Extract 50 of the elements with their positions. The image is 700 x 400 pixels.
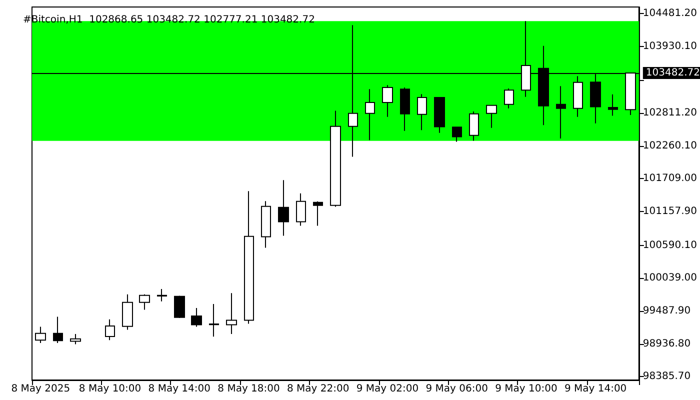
x-tick-label: 8 May 14:00 <box>148 384 211 394</box>
y-tick-label: 101157.90 <box>642 206 697 217</box>
y-tick-label: 98936.80 <box>642 338 691 350</box>
candlestick <box>191 308 202 328</box>
x-tick-label: 9 May 06:00 <box>426 384 488 394</box>
candlestick <box>261 200 271 248</box>
candlestick <box>504 88 514 109</box>
candlestick <box>226 292 237 334</box>
candlestick <box>35 326 46 344</box>
x-tick-label: 9 May 14:00 <box>564 384 627 394</box>
y-tick-label: 100590.10 <box>642 240 697 251</box>
candlestick <box>209 304 219 338</box>
y-tick-label: 98385.70 <box>642 371 691 382</box>
candlestick <box>608 94 618 116</box>
candlestick <box>70 334 81 345</box>
candlestick <box>122 294 133 330</box>
candlestick <box>313 200 323 226</box>
candlestick <box>417 94 427 131</box>
candlestick <box>365 88 375 141</box>
candlestick <box>296 192 306 226</box>
y-tick-label: 99487.90 <box>642 306 691 317</box>
candlestick <box>556 86 566 139</box>
candlestick <box>157 288 167 302</box>
y-tick-label: 102811.20 <box>642 107 697 118</box>
candlestick <box>278 180 289 236</box>
candlestick <box>330 110 341 208</box>
y-tick-label: 102260.10 <box>642 140 697 152</box>
x-tick-label: 9 May 10:00 <box>495 384 558 394</box>
y-tick-label: 104481.20 <box>642 8 697 19</box>
candlestick <box>53 316 63 344</box>
candlestick <box>174 295 185 319</box>
candlestick <box>382 84 393 118</box>
y-tick-label: 100039.00 <box>642 272 697 284</box>
candlestick <box>486 104 497 128</box>
candlestick <box>452 126 462 142</box>
ref-line-label: 103482.72 <box>646 67 700 78</box>
x-tick-label: 8 May 18:00 <box>218 384 280 394</box>
x-tick-label: 9 May 02:00 <box>356 384 419 394</box>
y-tick-label: 101709.00 <box>642 173 697 184</box>
candlestick <box>244 190 254 324</box>
y-tick-label: 103930.10 <box>642 40 697 52</box>
candlestick <box>434 96 445 134</box>
candlestick <box>469 110 479 142</box>
candlestick <box>573 76 583 118</box>
x-tick-label: 8 May 10:00 <box>78 384 142 394</box>
x-tick-label: 8 May 22:00 <box>287 384 350 394</box>
candlestick <box>400 86 410 132</box>
candlestick <box>139 294 150 310</box>
x-tick-label: 8 May 2025 <box>11 384 70 394</box>
candlestick <box>105 318 115 341</box>
